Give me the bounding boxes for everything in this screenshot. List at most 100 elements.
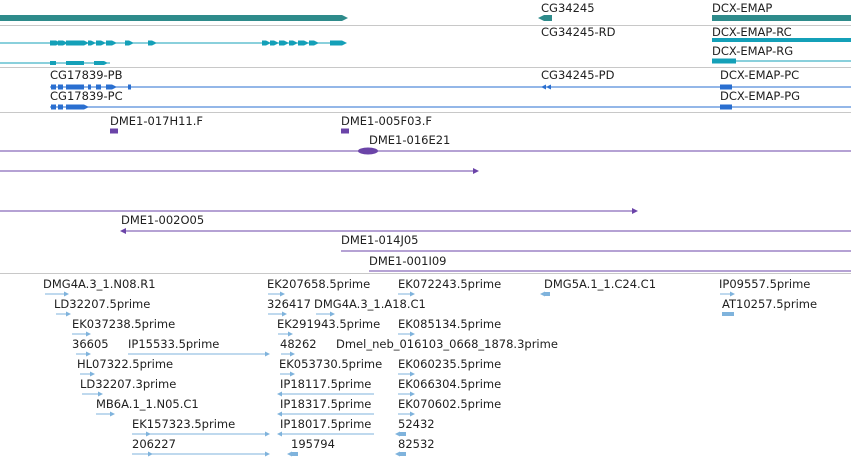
est-label[interactable]: LD32207.5prime	[54, 297, 151, 311]
est-label[interactable]: Dmel_neb_016103_0668_1878.3prime	[336, 337, 558, 351]
est-strand-arrow[interactable]	[288, 331, 293, 337]
est-strand-arrow[interactable]	[98, 391, 103, 397]
cds-exon[interactable]	[51, 84, 56, 90]
transcript-strand-arrow[interactable]	[104, 61, 108, 65]
protein-label-cg34245-pd[interactable]: CG34245-PD	[541, 68, 615, 82]
est-strand-arrow[interactable]	[66, 311, 71, 317]
est-strand-arrow[interactable]	[410, 371, 415, 377]
est-strand-arrow[interactable]	[287, 451, 292, 457]
transcript-exon[interactable]	[66, 61, 84, 65]
est-strand-arrow[interactable]	[330, 311, 335, 317]
cds-exon[interactable]	[720, 84, 732, 90]
cds-exon[interactable]	[51, 104, 56, 110]
est-strand-arrow[interactable]	[265, 431, 270, 437]
est-label[interactable]: EK060235.5prime	[398, 357, 502, 371]
est-strand-arrow[interactable]	[265, 451, 270, 457]
transcript-exon[interactable]	[262, 40, 266, 46]
transcript-exon[interactable]	[106, 40, 112, 46]
protein-label-cg17839-pc[interactable]: CG17839-PC	[50, 89, 123, 103]
transcript-exon[interactable]	[712, 38, 851, 42]
transcript-exon[interactable]	[58, 40, 63, 46]
transcript-exon[interactable]	[298, 40, 304, 46]
cds-strand-arrow[interactable]	[112, 84, 117, 90]
clone-end[interactable]	[341, 128, 349, 134]
transcript-exon[interactable]	[289, 40, 293, 46]
clone-label-dme1-016e21[interactable]: DME1-016E21	[369, 133, 451, 147]
est-alignment-block[interactable]	[400, 452, 406, 456]
est-label[interactable]: 206227	[132, 437, 176, 451]
est-strand-arrow[interactable]	[395, 451, 400, 457]
transcript-strand-arrow[interactable]	[284, 40, 289, 46]
cds-strand-arrow[interactable]	[541, 84, 546, 90]
est-label[interactable]: MB6A.1_1.N05.C1	[96, 397, 199, 411]
est-alignment-block[interactable]	[400, 432, 406, 436]
est-label[interactable]: EK072243.5prime	[398, 277, 502, 291]
est-strand-arrow[interactable]	[410, 391, 415, 397]
transcript-strand-arrow[interactable]	[101, 40, 106, 46]
cds-exon[interactable]	[58, 104, 63, 110]
est-label[interactable]: EK037238.5prime	[72, 317, 176, 331]
transcript-strand-arrow[interactable]	[314, 40, 319, 46]
est-label[interactable]: EK085134.5prime	[398, 317, 502, 331]
transcript-label-dcx-emap-rg[interactable]: DCX-EMAP-RG	[712, 44, 794, 58]
est-strand-arrow[interactable]	[280, 291, 285, 297]
est-label[interactable]: 82532	[398, 437, 435, 451]
transcript-label-dcx-emap-rc[interactable]: DCX-EMAP-RC	[712, 25, 792, 39]
est-alignment-block[interactable]	[292, 452, 298, 456]
cds-exon[interactable]	[128, 84, 131, 90]
transcript-exon[interactable]	[125, 40, 129, 46]
cds-strand-arrow[interactable]	[84, 104, 89, 110]
est-label[interactable]: EK070602.5prime	[398, 397, 502, 411]
transcript-strand-arrow[interactable]	[112, 40, 117, 46]
est-label[interactable]: EK291943.5prime	[277, 317, 381, 331]
est-strand-arrow[interactable]	[410, 331, 415, 337]
clone-label-dme1-001i09[interactable]: DME1-001I09	[369, 254, 447, 268]
transcript-label-cg34245-rd[interactable]: CG34245-RD	[541, 25, 616, 39]
transcript-exon[interactable]	[66, 40, 84, 46]
clone-strand-arrow[interactable]	[632, 208, 638, 214]
transcript-exon[interactable]	[96, 40, 101, 46]
transcript-strand-arrow[interactable]	[84, 40, 89, 46]
protein-label-dcx-emap-pg[interactable]: DCX-EMAP-PG	[720, 89, 801, 103]
est-label[interactable]: IP09557.5prime	[719, 277, 811, 291]
est-label[interactable]: DMG4A.3_1.A18.C1	[314, 297, 426, 311]
transcript-exon[interactable]	[148, 40, 152, 46]
transcript-exon[interactable]	[94, 61, 104, 65]
gene-feature[interactable]	[0, 15, 342, 21]
transcript-exon[interactable]	[279, 40, 284, 46]
transcript-strand-arrow[interactable]	[129, 40, 134, 46]
transcript-exon[interactable]	[50, 61, 56, 65]
gene-strand-arrow[interactable]	[342, 15, 348, 21]
est-label[interactable]: DMG5A.1_1.C24.C1	[544, 277, 657, 291]
transcript-exon[interactable]	[88, 40, 91, 46]
transcript-strand-arrow[interactable]	[293, 40, 298, 46]
clone-strand-arrow[interactable]	[120, 228, 126, 234]
est-strand-arrow[interactable]	[282, 311, 287, 317]
est-label[interactable]: IP18017.5prime	[280, 417, 372, 431]
transcript-exon[interactable]	[50, 40, 56, 46]
gene-label-dcx-emap[interactable]: DCX-EMAP	[712, 1, 773, 15]
cds-exon[interactable]	[66, 84, 84, 90]
est-label[interactable]: 48262	[280, 337, 317, 351]
est-strand-arrow[interactable]	[277, 391, 282, 397]
est-label[interactable]: EK066304.5prime	[398, 377, 502, 391]
est-label[interactable]: 326417	[267, 297, 311, 311]
est-strand-arrow[interactable]	[90, 371, 95, 377]
est-label[interactable]: EK053730.5prime	[279, 357, 383, 371]
est-label[interactable]: 195794	[291, 437, 335, 451]
est-label[interactable]: LD32207.3prime	[80, 377, 177, 391]
cds-exon[interactable]	[66, 104, 84, 110]
est-strand-arrow[interactable]	[146, 431, 151, 437]
est-label[interactable]: 52432	[398, 417, 435, 431]
est-strand-arrow[interactable]	[290, 371, 295, 377]
est-strand-arrow[interactable]	[86, 331, 91, 337]
transcript-exon[interactable]	[330, 40, 342, 46]
gene-label-cg34245[interactable]: CG34245	[541, 1, 595, 15]
clone-label-dme1-014j05[interactable]: DME1-014J05	[341, 233, 419, 247]
est-label[interactable]: AT10257.5prime	[722, 297, 818, 311]
gene-feature[interactable]	[712, 15, 851, 21]
transcript-exon[interactable]	[270, 40, 274, 46]
transcript-strand-arrow[interactable]	[91, 40, 96, 46]
est-strand-arrow[interactable]	[540, 291, 545, 297]
clone-label-dme1-005f03f[interactable]: DME1-005F03.F	[341, 114, 432, 128]
